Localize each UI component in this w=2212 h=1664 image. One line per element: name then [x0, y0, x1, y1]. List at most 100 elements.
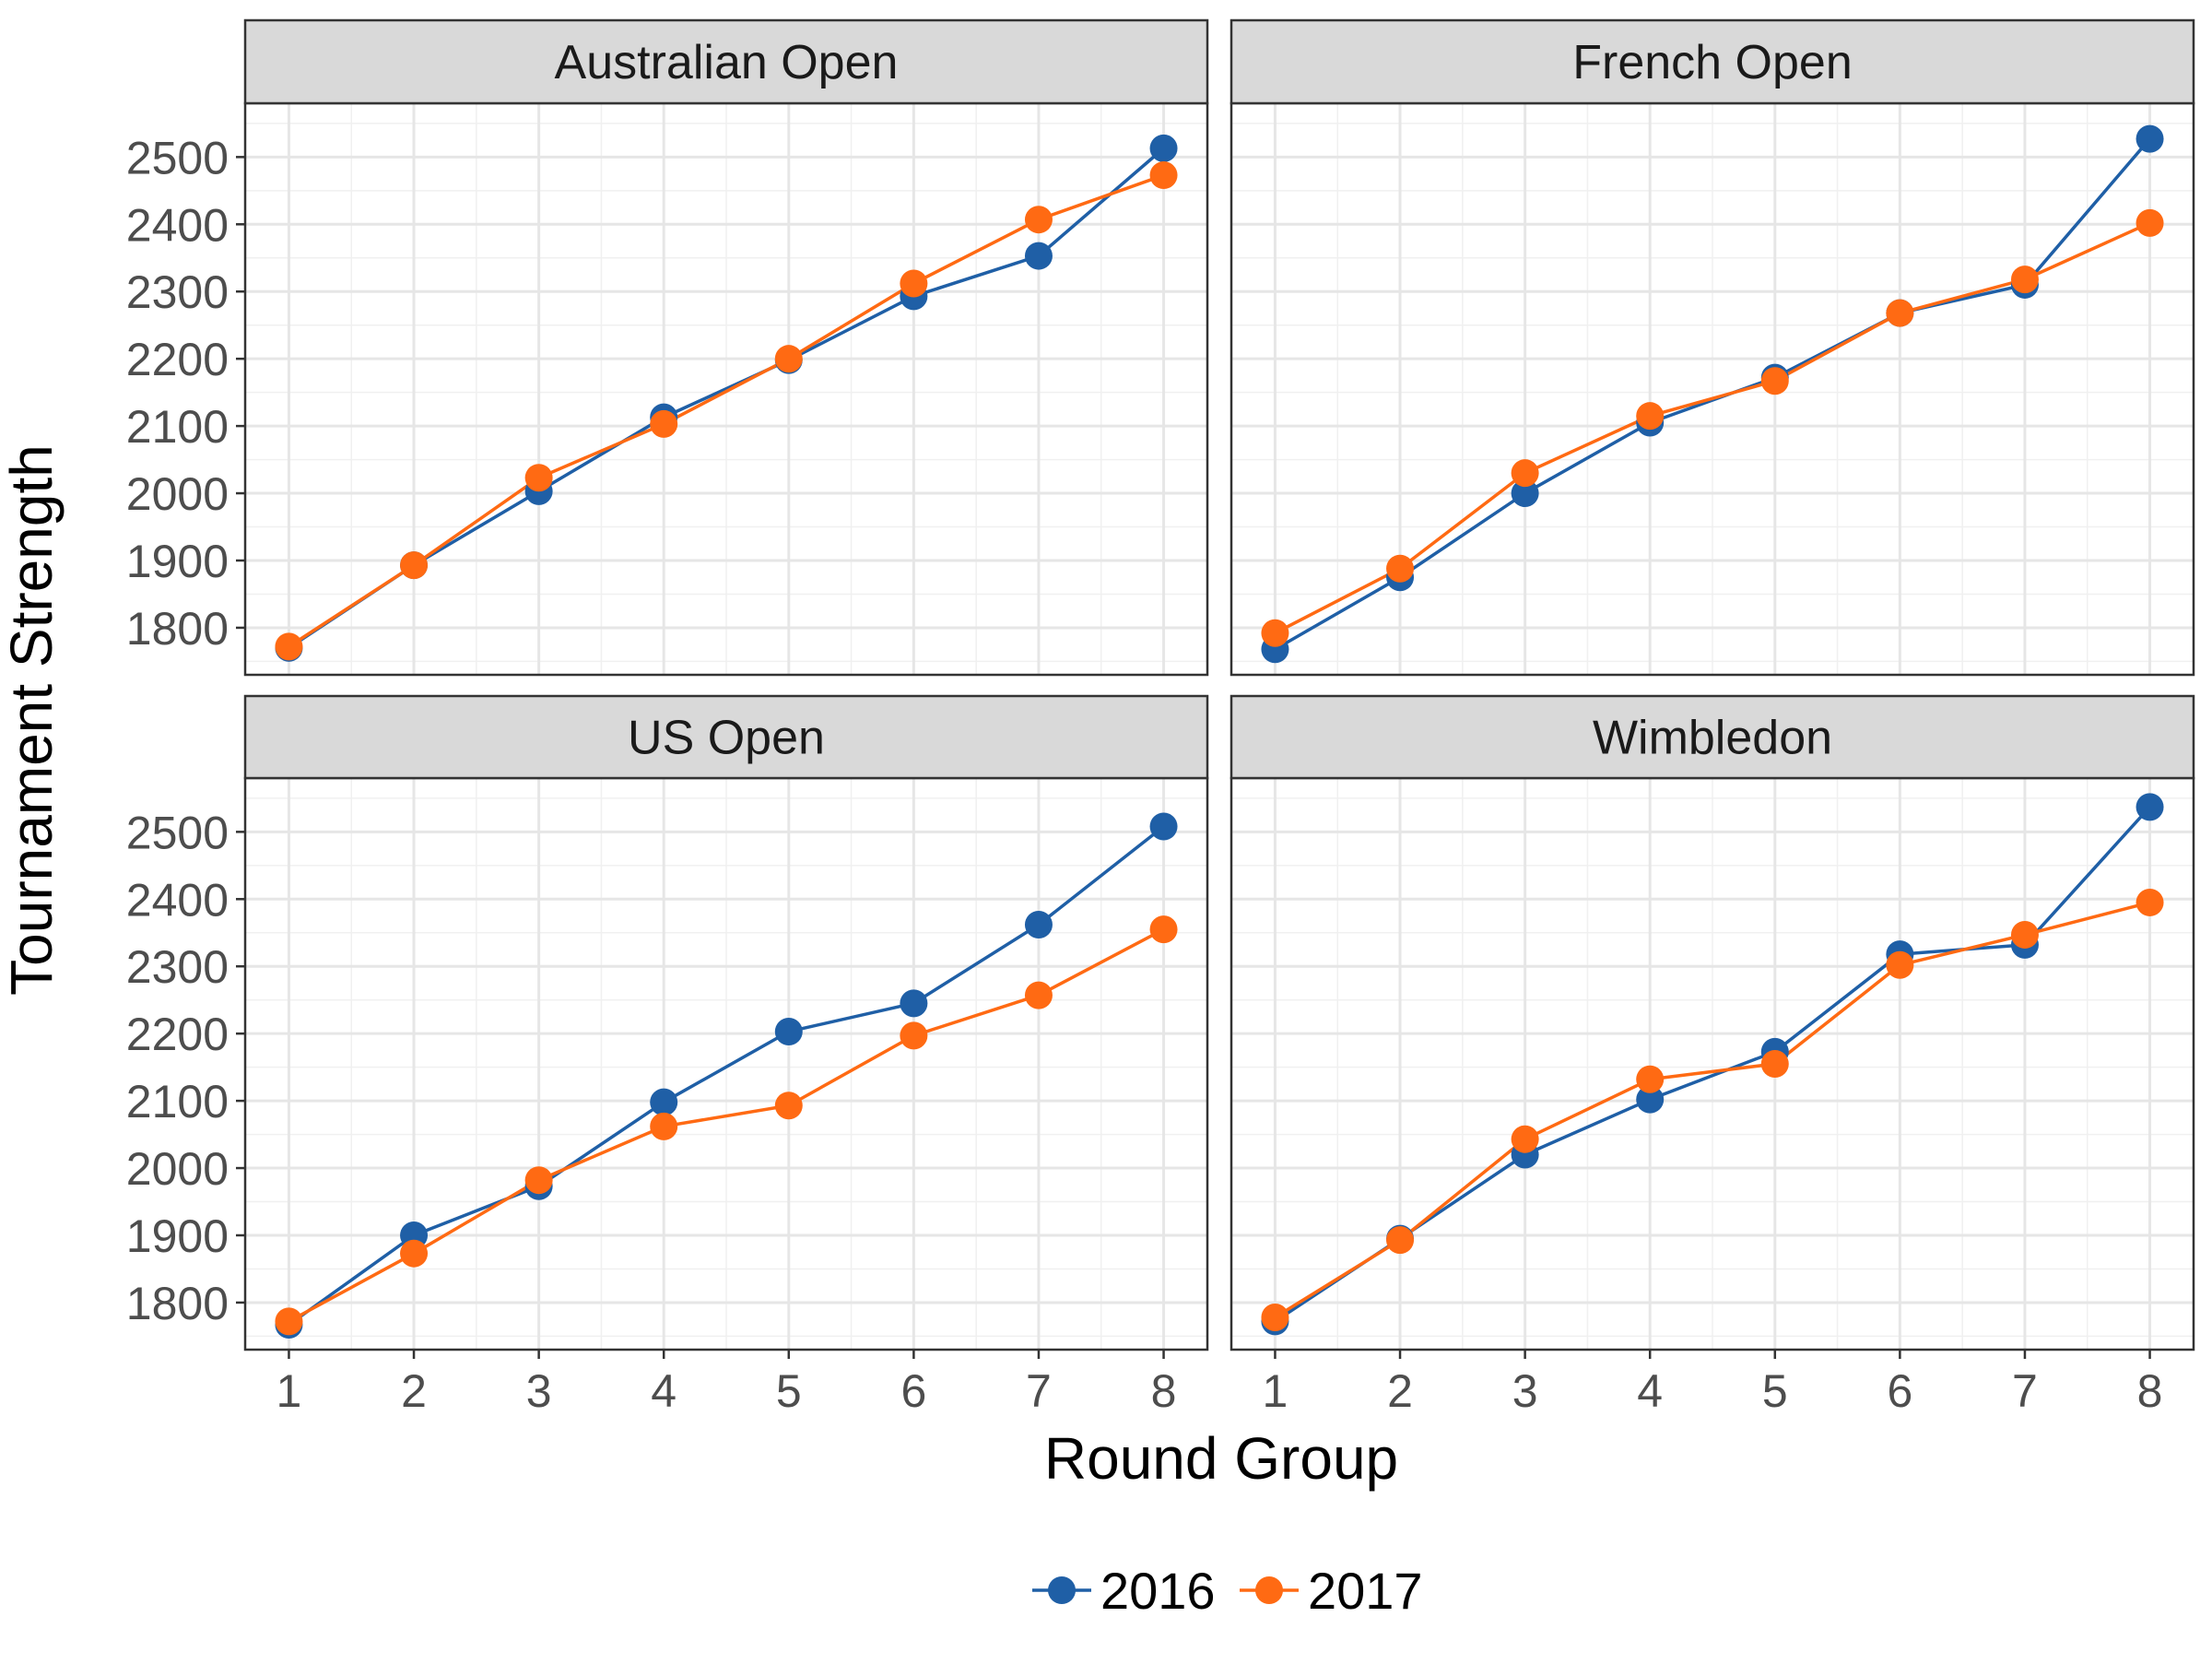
- facet-strip: [243, 694, 1209, 780]
- data-point-2016: [1149, 812, 1178, 841]
- facet-us-open: US Open 1800 1900 2000 2100 2200 2300 2400 2500 1…: [126, 694, 1209, 1417]
- series-line-2017: [288, 173, 1165, 648]
- y-tick-label: 2300: [126, 941, 229, 993]
- data-point-2016: [1024, 911, 1053, 939]
- legend-item-2017: 2017: [1240, 1562, 1423, 1620]
- y-tick-label: 2400: [126, 874, 229, 926]
- x-tick-label: 7: [1026, 1365, 1052, 1417]
- data-point-2016: [1636, 1085, 1665, 1114]
- data-point-2017: [900, 1021, 928, 1050]
- data-point-2017: [1261, 1303, 1289, 1331]
- data-point-2017: [1886, 299, 1914, 327]
- facets-layer: Australian Open 1800 1900 2000 2100 2200 2300 2…: [126, 18, 2195, 1417]
- data-point-2017: [1261, 619, 1289, 647]
- y-tick-label: 2500: [126, 132, 229, 183]
- data-point-2017: [524, 464, 553, 492]
- data-point-2016: [1024, 242, 1053, 270]
- y-tick-label: 2100: [126, 401, 229, 453]
- data-point-2017: [774, 1092, 803, 1120]
- x-tick-label: 2: [401, 1365, 427, 1417]
- x-tick-label: 6: [1887, 1365, 1912, 1417]
- data-point-2017: [524, 1166, 553, 1195]
- x-tick-label: 3: [1512, 1365, 1538, 1417]
- data-point-2016: [900, 989, 928, 1018]
- data-point-2017: [1149, 915, 1178, 944]
- y-tick-label: 2000: [126, 468, 229, 520]
- y-tick-label: 2400: [126, 199, 229, 251]
- data-point-2017: [1760, 1050, 1789, 1078]
- y-tick-label: 2200: [126, 1009, 229, 1060]
- data-point-2017: [1386, 1226, 1415, 1255]
- facet-strip: [1230, 18, 2195, 105]
- data-point-2017: [400, 1239, 429, 1268]
- data-point-2016: [774, 1017, 803, 1045]
- y-tick-label: 2000: [126, 1143, 229, 1195]
- x-tick-label: 4: [1637, 1365, 1663, 1417]
- x-tick-label: 6: [900, 1365, 926, 1417]
- facet-title: US Open: [628, 712, 825, 765]
- facet-wimbledon: Wimbledon 1 2 3 4 5 6 7 8: [1230, 694, 2195, 1417]
- y-tick-label: 1900: [126, 536, 229, 587]
- facet-title: French Open: [1572, 36, 1853, 89]
- x-axis-label: Round Group: [1044, 1425, 1398, 1492]
- y-tick-label: 1800: [126, 1278, 229, 1329]
- data-point-2017: [774, 345, 803, 373]
- facet-french-open: French Open: [1230, 18, 2195, 677]
- series-line-2016: [1274, 137, 2151, 651]
- data-point-2017: [2010, 920, 2039, 949]
- facet-strip: [243, 18, 1209, 105]
- legend-label: 2016: [1100, 1562, 1216, 1620]
- x-tick-label: 1: [1263, 1365, 1288, 1417]
- data-point-2017: [1024, 981, 1053, 1009]
- data-point-2017: [1511, 459, 1539, 488]
- data-point-2017: [1386, 554, 1415, 583]
- legend-item-2016: 2016: [1032, 1562, 1216, 1620]
- x-tick-label: 2: [1387, 1365, 1413, 1417]
- facet-title: Australian Open: [555, 36, 899, 89]
- series-line-2017: [288, 927, 1165, 1323]
- x-tick-label: 8: [1151, 1365, 1177, 1417]
- series-line-2017: [1274, 901, 2150, 1319]
- data-point-2017: [650, 409, 678, 438]
- series-line-2016: [288, 825, 1165, 1327]
- legend-key-point: [1255, 1576, 1283, 1604]
- x-tick-label: 5: [1762, 1365, 1788, 1417]
- data-point-2016: [2136, 793, 2164, 821]
- legend-key-point: [1048, 1576, 1076, 1604]
- data-point-2016: [2136, 124, 2164, 153]
- facet-australian-open: Australian Open 1800 1900 2000 2100 2200 2300 2…: [126, 18, 1209, 677]
- data-point-2017: [275, 1307, 303, 1336]
- y-axis-label: Tournament Strength: [0, 444, 65, 996]
- data-point-2017: [650, 1112, 678, 1140]
- y-tick-label: 2100: [126, 1076, 229, 1127]
- legend: 2016 2017: [1032, 1562, 1423, 1620]
- data-point-2017: [1636, 1065, 1665, 1093]
- data-point-2017: [1511, 1125, 1539, 1153]
- x-tick-label: 1: [276, 1365, 302, 1417]
- data-point-2017: [1024, 206, 1053, 234]
- facet-title: Wimbledon: [1593, 712, 1832, 765]
- x-tick-label: 8: [2137, 1365, 2163, 1417]
- facet-strip: [1230, 694, 2195, 780]
- data-point-2017: [2010, 266, 2039, 294]
- data-point-2017: [2136, 888, 2164, 916]
- y-tick-label: 1900: [126, 1210, 229, 1262]
- data-point-2017: [275, 632, 303, 661]
- y-tick-label: 2200: [126, 334, 229, 385]
- x-tick-label: 3: [526, 1365, 552, 1417]
- data-point-2016: [1511, 479, 1539, 508]
- data-point-2017: [900, 269, 928, 298]
- data-point-2017: [1886, 950, 1914, 979]
- y-tick-label: 2500: [126, 807, 229, 858]
- data-point-2016: [650, 1088, 678, 1116]
- series-line-2016: [288, 147, 1165, 650]
- y-tick-label: 1800: [126, 603, 229, 655]
- data-point-2017: [2136, 208, 2164, 237]
- data-point-2017: [1149, 161, 1178, 190]
- x-tick-label: 4: [651, 1365, 677, 1417]
- data-point-2016: [1149, 134, 1178, 162]
- x-tick-label: 5: [776, 1365, 802, 1417]
- legend-label: 2017: [1308, 1562, 1423, 1620]
